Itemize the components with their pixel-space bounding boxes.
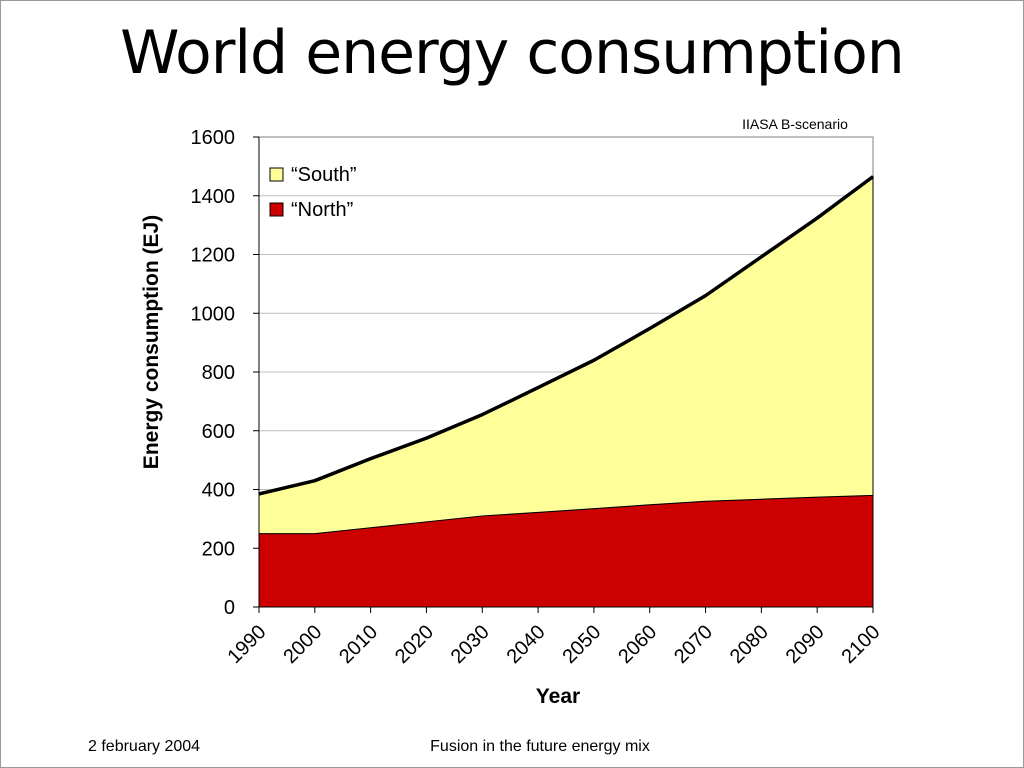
y-tick-label: 1400: [191, 186, 236, 208]
slide-title: World energy consumption: [120, 18, 905, 88]
total-line: [258, 175, 875, 496]
y-tick-label: 200: [202, 538, 235, 560]
y-tick-label: 1200: [191, 245, 236, 267]
x-tick-label: 2070: [670, 621, 717, 668]
y-tick-label: 1600: [191, 127, 236, 149]
y-tick-label: 0: [224, 597, 235, 619]
scenario-annotation: IIASA B-scenario: [742, 116, 848, 132]
x-tick-label: 2030: [447, 621, 494, 668]
y-tick-label: 600: [202, 421, 235, 443]
x-tick-label: 2040: [503, 621, 550, 668]
x-tick-label: 2000: [279, 621, 326, 668]
y-tick-label: 1000: [191, 303, 236, 325]
x-tick-label: 2050: [558, 621, 605, 668]
footer-subject: Fusion in the future energy mix: [430, 738, 650, 755]
x-tick-label: 2080: [726, 621, 773, 668]
footer-date: 2 february 2004: [88, 738, 201, 755]
y-tick-label: 400: [202, 480, 235, 502]
legend-label-1: “South”: [291, 164, 357, 186]
legend: “South” “North”: [269, 164, 357, 221]
area-series: [258, 175, 875, 608]
x-tick-label: 2060: [614, 621, 661, 668]
legend-swatch-0: [269, 202, 284, 217]
x-tick-label: 1990: [224, 621, 271, 668]
x-tick-label: 2010: [335, 621, 382, 668]
y-tick-label: 800: [202, 362, 235, 384]
legend-swatch-1: [269, 167, 284, 182]
x-tick-label: 2020: [391, 621, 438, 668]
axes: [253, 136, 874, 613]
x-tick-label: 2100: [838, 621, 885, 668]
y-axis-title: Energy consumption (EJ): [140, 215, 163, 469]
x-axis-title: Year: [536, 685, 580, 708]
legend-label-0: “North”: [291, 199, 353, 221]
x-tick-label: 2090: [782, 621, 829, 668]
